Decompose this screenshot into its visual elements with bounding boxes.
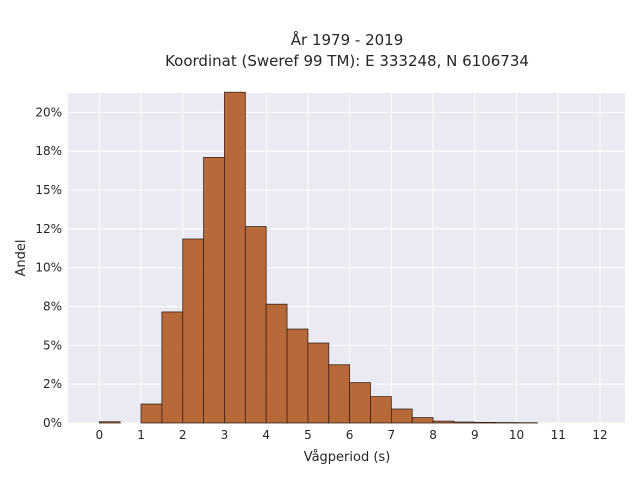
x-axis-label: Vågperiod (s) — [304, 450, 391, 465]
y-tick-label: 8% — [43, 300, 62, 314]
x-tick-label: 8 — [429, 428, 437, 442]
histogram-bar — [140, 403, 163, 424]
x-tick-label: 5 — [304, 428, 312, 442]
histogram-bar — [244, 226, 267, 424]
x-tick-label: 10 — [509, 428, 524, 442]
y-tick-label: 5% — [43, 338, 62, 352]
y-axis-label: Andel — [14, 240, 29, 277]
x-tick-label: 7 — [388, 428, 396, 442]
histogram-bar — [349, 382, 371, 424]
x-tick-label: 2 — [179, 428, 187, 442]
histogram-bar — [265, 303, 288, 424]
x-tick-label: 3 — [221, 428, 229, 442]
histogram-bar — [182, 238, 204, 424]
histogram-bar — [474, 421, 497, 424]
x-tick-label: 11 — [551, 428, 566, 442]
histogram-bar — [370, 396, 392, 424]
y-tick-label: 2% — [43, 377, 62, 391]
x-tick-label: 9 — [471, 428, 479, 442]
histogram-bar — [224, 91, 246, 424]
histogram-bar — [203, 157, 225, 424]
x-tick-label: 1 — [137, 428, 145, 442]
histogram-bar — [432, 420, 455, 424]
y-tick-label: 18% — [35, 144, 62, 158]
histogram-bar — [307, 342, 330, 424]
y-tick-label: 12% — [35, 222, 62, 236]
y-tick-label: 0% — [43, 416, 62, 430]
y-tick-label: 15% — [35, 183, 62, 197]
x-axis-ticks: 0 1 2 3 4 5 6 7 8 9 10 11 12 — [95, 428, 607, 442]
chart-title-line2: Koordinat (Sweref 99 TM): E 333248, N 61… — [165, 52, 529, 70]
histogram-bar — [411, 417, 434, 424]
histogram-bar — [390, 408, 413, 424]
histogram-bar — [286, 328, 309, 424]
bars — [98, 91, 538, 424]
x-tick-label: 12 — [592, 428, 607, 442]
histogram-bar — [328, 364, 351, 424]
y-tick-label: 10% — [35, 261, 62, 275]
histogram-bar — [98, 421, 121, 424]
chart-title-line1: År 1979 - 2019 — [291, 30, 404, 49]
y-axis-ticks: 0% 2% 5% 8% 10% 12% 15% 18% 20% — [35, 105, 62, 430]
x-tick-label: 0 — [95, 428, 103, 442]
x-tick-label: 4 — [262, 428, 270, 442]
histogram-bar — [161, 311, 184, 424]
histogram-bar — [453, 421, 476, 424]
x-tick-label: 6 — [346, 428, 354, 442]
y-tick-label: 20% — [35, 105, 62, 119]
